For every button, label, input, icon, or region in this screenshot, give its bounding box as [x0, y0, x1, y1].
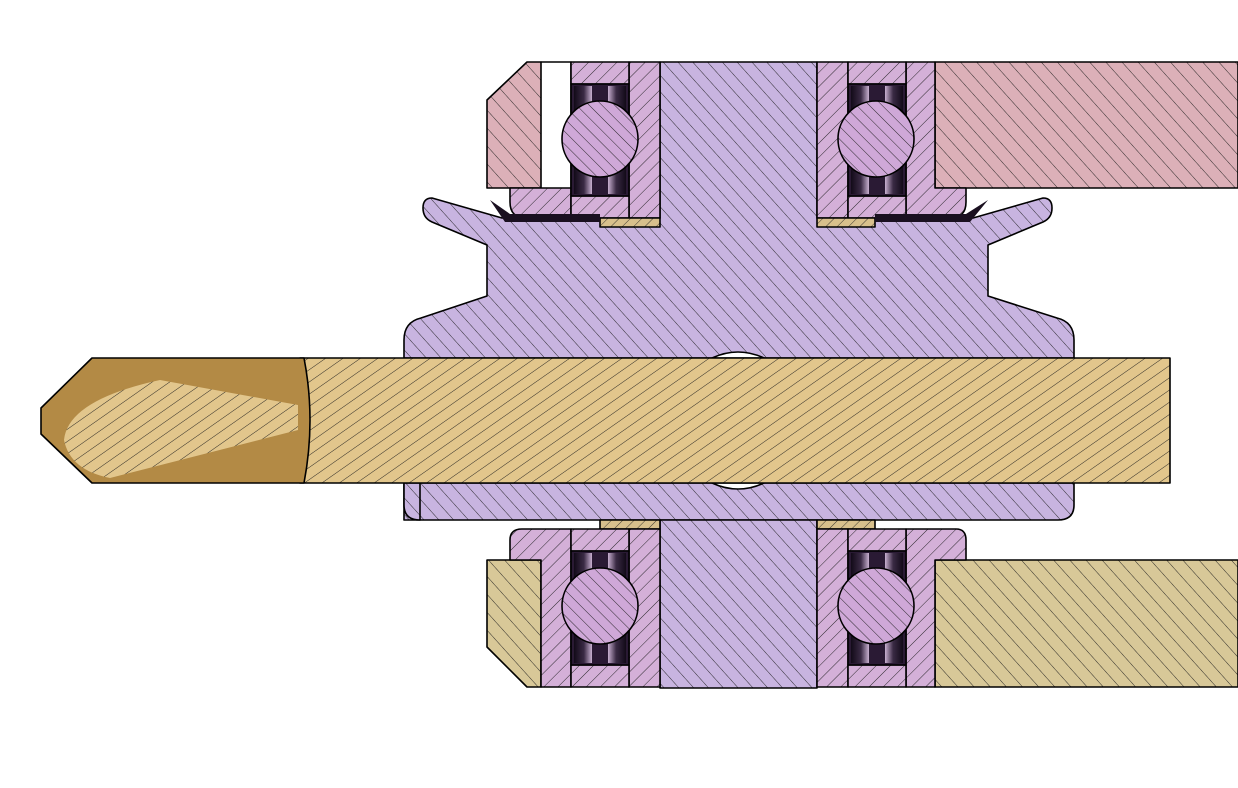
shaft-tip	[40, 357, 311, 484]
shaft	[299, 357, 1171, 484]
bearing-upper-right	[816, 61, 988, 228]
bearing-lower-right	[816, 519, 967, 688]
pulley-hub	[403, 61, 1075, 689]
bearing-lower-left	[509, 519, 661, 688]
bearing-upper-left	[490, 61, 661, 228]
upper-housing	[486, 61, 1238, 189]
lower-housing	[486, 559, 1238, 688]
